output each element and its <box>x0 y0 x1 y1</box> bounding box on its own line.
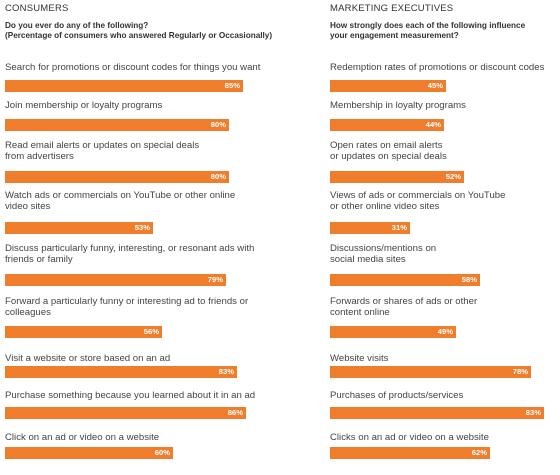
category-label-line: from advertisers <box>5 151 74 162</box>
bar-value-label: 85% <box>224 81 240 90</box>
category-label: Watch ads or commercials on YouTube or o… <box>5 190 235 212</box>
bar-value-label: 86% <box>227 408 243 417</box>
category-label: Visit a website or store based on an ad <box>5 353 170 364</box>
category-label: Purchase something because you learned a… <box>5 390 255 401</box>
category-label: Clicks on an ad or video on a website <box>330 432 489 443</box>
category-label-line: Visit a website or store based on an ad <box>5 353 171 364</box>
category-label-line: Purchases of products/services <box>330 390 464 401</box>
category-label-line: Views of ads or commercials on YouTube <box>330 190 506 201</box>
bar-value-label: 53% <box>134 223 150 232</box>
bar-value-label: 56% <box>143 327 159 336</box>
bar-value-label: 49% <box>437 327 453 336</box>
category-label-line: Click on an ad or video on a website <box>5 432 160 443</box>
bar: 58% <box>330 274 480 286</box>
category-label-line: Watch ads or commercials on YouTube or o… <box>5 190 236 201</box>
category-label-line: friends or family <box>5 254 73 265</box>
bar: 62% <box>330 447 490 459</box>
category-label-line: Purchase something because you learned a… <box>5 390 256 401</box>
bar: 45% <box>330 80 446 92</box>
bar-value-label: 44% <box>425 120 441 129</box>
bar: 52% <box>330 171 464 183</box>
question-line: (Percentage of consumers who answered Re… <box>5 31 273 40</box>
category-label-line: Website visits <box>330 353 389 364</box>
category-label: Forwards or shares of ads or other conten… <box>330 296 477 318</box>
category-label: Open rates on email alerts or updates on … <box>330 140 447 162</box>
category-label: Search for promotions or discount codes … <box>5 62 260 73</box>
category-label: Website visits <box>330 353 388 364</box>
category-label: Forward a particularly funny or interest… <box>5 296 248 318</box>
bar: 86% <box>5 407 246 419</box>
category-label-line: content online <box>330 307 390 318</box>
category-label: Click on an ad or video on a website <box>5 432 159 443</box>
bar-value-label: 31% <box>391 223 407 232</box>
category-label: Membership in loyalty programs <box>330 100 466 111</box>
bar-value-label: 80% <box>210 120 226 129</box>
category-label-line: or updates on special deals <box>330 151 447 162</box>
category-label-line: video sites <box>5 201 51 212</box>
question-line: Do you ever do any of the following? <box>5 21 149 30</box>
question-line: How strongly does each of the following … <box>330 21 526 30</box>
category-label: Redemption rates of promotions or discou… <box>330 62 544 73</box>
category-label-line: Discussions/mentions on <box>330 243 437 254</box>
category-label: Discuss particularly funny, interesting,… <box>5 243 254 265</box>
bar: 31% <box>330 222 410 234</box>
category-label: Purchases of products/services <box>330 390 463 401</box>
panel-question: How strongly does each of the following … <box>330 21 525 41</box>
bar-value-label: 80% <box>210 172 226 181</box>
category-label-line: Membership in loyalty programs <box>330 100 466 111</box>
category-label-line: colleagues <box>5 307 51 318</box>
bar: 44% <box>330 119 444 131</box>
category-label-line: social media sites <box>330 254 406 265</box>
category-label-line: or other online video sites <box>330 201 440 212</box>
bar-value-label: 58% <box>461 275 477 284</box>
category-label-line: Clicks on an ad or video on a website <box>330 432 489 443</box>
category-label-line: Join membership or loyalty programs <box>5 100 163 111</box>
bar-value-label: 62% <box>471 448 487 457</box>
bar: 83% <box>330 407 544 419</box>
category-label: Views of ads or commercials on YouTube or… <box>330 190 505 212</box>
category-label-line: Open rates on email alerts <box>330 140 443 151</box>
category-label: Join membership or loyalty programs <box>5 100 162 111</box>
bar: 60% <box>5 447 173 459</box>
category-label: Read email alerts or updates on special … <box>5 140 199 162</box>
category-label-line: Redemption rates of promotions or discou… <box>330 62 545 73</box>
bar-value-label: 83% <box>218 367 234 376</box>
panel-title: MARKETING EXECUTIVES <box>330 3 454 14</box>
bar-value-label: 52% <box>445 172 461 181</box>
bar: 85% <box>5 80 243 92</box>
category-label-line: Discuss particularly funny, interesting,… <box>5 243 255 254</box>
bar-value-label: 78% <box>512 367 528 376</box>
bar-value-label: 45% <box>427 81 443 90</box>
panel-question: Do you ever do any of the following? (Pe… <box>5 21 272 41</box>
bar-value-label: 79% <box>207 275 223 284</box>
category-label-line: Search for promotions or discount codes … <box>5 62 261 73</box>
bar: 80% <box>5 119 229 131</box>
bar: 53% <box>5 222 153 234</box>
bar: 79% <box>5 274 226 286</box>
category-label-line: Forwards or shares of ads or other <box>330 296 478 307</box>
bar: 83% <box>5 366 237 378</box>
bar: 49% <box>330 326 456 338</box>
panel-title: CONSUMERS <box>5 3 69 14</box>
bar-value-label: 83% <box>525 408 541 417</box>
category-label-line: Forward a particularly funny or interest… <box>5 296 249 307</box>
bar: 78% <box>330 366 531 378</box>
category-label: Discussions/mentions on social media site… <box>330 243 436 265</box>
bar-value-label: 60% <box>154 448 170 457</box>
question-line: your engagement measurement? <box>330 31 459 40</box>
category-label-line: Read email alerts or updates on special … <box>5 140 200 151</box>
bar: 80% <box>5 171 229 183</box>
bar: 56% <box>5 326 162 338</box>
